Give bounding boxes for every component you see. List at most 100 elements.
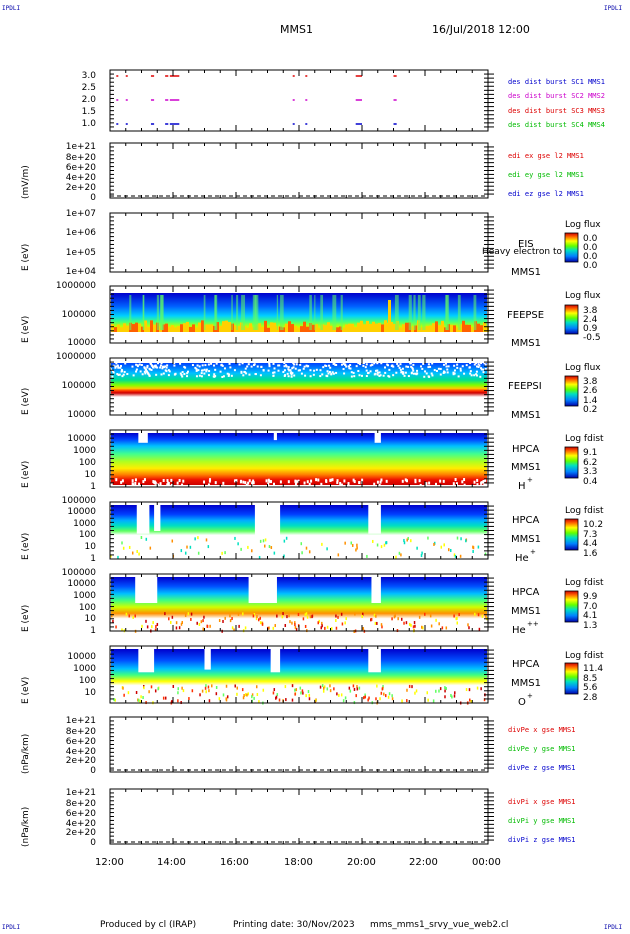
spectrogram-cell <box>121 479 124 483</box>
colorbar-value: 4.4 <box>583 539 598 549</box>
spectrogram-cell <box>156 622 159 626</box>
spectrogram-cell <box>414 624 416 628</box>
spectrogram-cell <box>473 480 476 484</box>
colorbar-value: 1.3 <box>583 621 598 631</box>
spectrogram-cell <box>381 625 383 629</box>
spectrogram-cell <box>315 368 318 371</box>
spectrogram-cell <box>200 369 203 372</box>
tick-label: 1000000 <box>55 281 96 291</box>
spectrogram-cell <box>187 612 190 616</box>
spectrogram-cell <box>201 689 204 693</box>
y-axis-label: E (eV) <box>21 460 31 488</box>
spectrogram-cell <box>122 686 124 690</box>
spectrogram-cell <box>456 363 459 366</box>
spectrogram-cell <box>305 546 308 550</box>
spectrogram-cell <box>265 479 268 483</box>
spectrogram-cell <box>181 686 183 690</box>
colorbar-title: Log flux <box>565 291 601 301</box>
spectrogram-cell <box>410 623 412 627</box>
spectrogram-cell <box>415 372 418 375</box>
spacecraft-label: MMS1 <box>511 534 541 545</box>
spectrogram-cell <box>231 295 233 330</box>
spectrogram-cell <box>399 363 402 366</box>
spectrogram-cell <box>214 295 218 330</box>
spectrogram-cell <box>442 370 445 373</box>
spectrogram-cell <box>143 686 145 690</box>
spectrogram-cell <box>322 689 325 693</box>
spectrogram-cell <box>461 365 464 368</box>
colorbar-title: Log flux <box>565 363 601 373</box>
spectrogram-cell <box>399 327 402 332</box>
instrument-label: HPCA <box>512 515 540 526</box>
spectrogram-cell <box>170 700 173 704</box>
spectrogram-cell <box>240 547 242 551</box>
spectrogram-cell <box>403 538 405 542</box>
spectrogram-cell <box>248 373 251 376</box>
spectrogram-cell <box>468 688 471 692</box>
spectrogram-cell <box>456 621 459 625</box>
data-gap <box>374 432 381 443</box>
tick-label: 10000 <box>67 434 96 444</box>
spectrogram-cell <box>194 366 197 369</box>
spectrogram-cell <box>213 373 216 376</box>
spectrogram-cell <box>425 482 428 486</box>
spectrogram-cell <box>342 327 345 332</box>
spectrogram-cell <box>477 365 480 368</box>
spectrogram-cell <box>340 295 343 330</box>
spectrogram-cell <box>200 620 203 624</box>
spectrogram-cell <box>154 365 157 368</box>
spectrogram-cell <box>267 327 270 332</box>
spectrogram-cell <box>251 695 253 699</box>
spectrogram-cell <box>235 479 238 483</box>
spectrogram-cell <box>297 369 300 372</box>
spectrogram-cell <box>181 375 184 378</box>
spectrogram-cell <box>440 545 443 549</box>
spectrogram-cell <box>465 324 468 332</box>
spectrogram-cell <box>470 699 473 703</box>
spectrogram-cell <box>132 374 135 377</box>
spectrogram-cell <box>372 321 375 332</box>
spectrogram-cell <box>253 613 256 617</box>
legend-entry: divPe y gse MMS1 <box>508 745 576 753</box>
x-tick-label: 00:00 <box>472 857 501 868</box>
spectrogram-cell <box>149 368 152 371</box>
spectrogram-cell <box>283 369 286 372</box>
tick-label: 1000 <box>73 446 96 456</box>
spectrogram-cell <box>169 620 172 624</box>
spectrogram-cell <box>139 699 141 703</box>
spectrogram-cell <box>188 697 190 701</box>
spectrogram-cell <box>322 686 325 690</box>
spectrogram-cell <box>366 320 369 332</box>
spectrogram-cell <box>427 375 430 378</box>
spectrogram-cell <box>452 482 455 486</box>
spectrogram-cell <box>470 374 473 377</box>
spectrogram-cell <box>207 685 210 689</box>
spectrogram-cell <box>285 536 288 540</box>
spectrogram-cell <box>295 480 298 484</box>
spectrogram-cell <box>422 295 426 330</box>
spectrogram-cell <box>378 483 381 487</box>
spectrogram-cell <box>207 363 210 366</box>
spectrogram-cell <box>117 373 120 376</box>
spectrogram-cell <box>242 480 245 484</box>
spectrogram-cell <box>273 371 276 374</box>
spectrogram-cell <box>365 375 368 378</box>
spectrogram-cell <box>309 375 312 378</box>
tick-label: 10 <box>84 688 96 698</box>
spectrogram-cell <box>202 619 204 623</box>
spectrogram-cell <box>260 365 263 368</box>
spectrogram-feepsi <box>111 363 487 397</box>
spectrogram-cell <box>356 543 358 547</box>
spectrogram-cell <box>319 375 322 378</box>
spectrogram-cell <box>226 695 229 699</box>
spectrogram-cell <box>208 689 210 693</box>
spectrogram-cell <box>171 615 174 619</box>
spectrogram-cell <box>401 699 403 703</box>
spectrogram-cell <box>222 481 225 485</box>
spectrogram-cell <box>420 554 423 558</box>
spectrogram-cell <box>210 362 213 365</box>
spectrogram-cell <box>406 699 408 703</box>
spectrogram-cell <box>426 326 429 332</box>
spectrogram-cell <box>276 693 279 697</box>
spectrogram-cell <box>406 538 408 542</box>
